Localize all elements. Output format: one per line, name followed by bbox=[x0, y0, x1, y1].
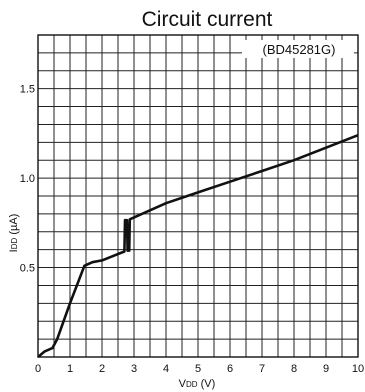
x-axis-label-subscript: DD bbox=[186, 380, 198, 389]
x-axis-label: VDD (V) bbox=[179, 378, 216, 390]
y-tick-label: 1.0 bbox=[20, 173, 35, 185]
x-tick-label: 3 bbox=[131, 363, 137, 375]
series-line bbox=[37, 133, 359, 358]
x-tick-label: 4 bbox=[163, 363, 169, 375]
x-axis-label-unit: (V) bbox=[198, 378, 216, 390]
plot-frame bbox=[37, 34, 359, 358]
y-axis-label-main: I bbox=[8, 249, 20, 252]
grid bbox=[38, 35, 358, 357]
x-tick-label: 0 bbox=[35, 363, 41, 375]
x-tick-label: 9 bbox=[323, 363, 329, 375]
y-axis-label-subscript: DD bbox=[10, 238, 19, 250]
y-tick-label: 1.5 bbox=[20, 84, 35, 96]
x-tick-label: 1 bbox=[67, 363, 73, 375]
x-axis-label-main: V bbox=[179, 378, 187, 390]
x-tick-label: 10 bbox=[352, 363, 364, 375]
annotation-background bbox=[242, 40, 354, 58]
labels-layer: (BD45281G) bbox=[242, 40, 354, 58]
axes: 0 1 2 3 4 5 6 7 8 9 10 0.5 1.0 1.5 bbox=[20, 34, 364, 375]
chart-annotation: (BD45281G) bbox=[263, 42, 336, 57]
y-tick-label: 0.5 bbox=[20, 263, 35, 275]
y-axis-label-unit: (µA) bbox=[8, 214, 20, 238]
x-tick-label: 2 bbox=[99, 363, 105, 375]
x-tick-label: 6 bbox=[227, 363, 233, 375]
series-layer bbox=[37, 133, 359, 358]
chart-title: Circuit current bbox=[142, 8, 273, 31]
x-tick-label: 7 bbox=[259, 363, 265, 375]
y-axis-label: IDD (µA) bbox=[8, 214, 20, 253]
x-tick-label: 5 bbox=[195, 363, 201, 375]
x-tick-label: 8 bbox=[291, 363, 297, 375]
